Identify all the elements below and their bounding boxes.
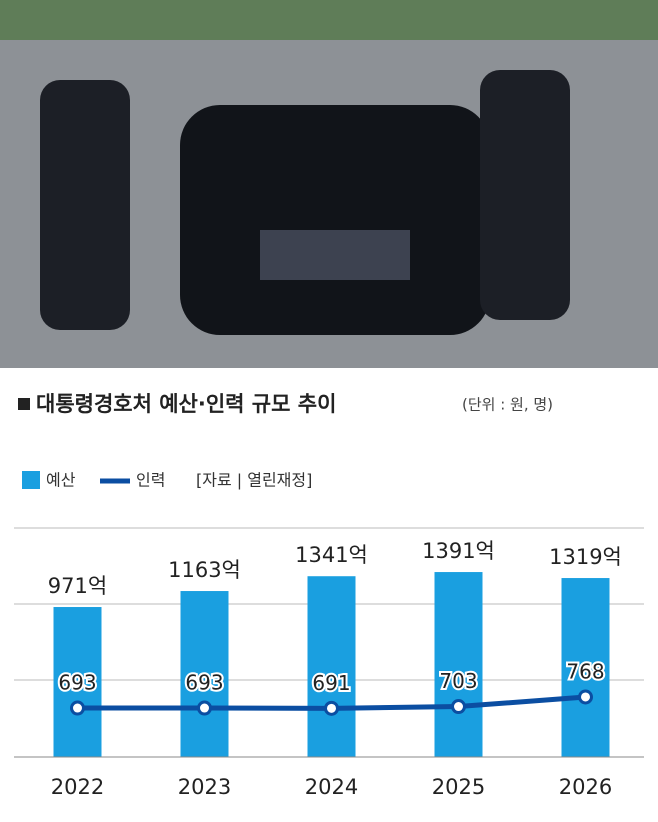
legend-swatch <box>22 471 40 489</box>
value-label: 703 <box>439 669 477 693</box>
value-label: 693 <box>185 671 223 695</box>
title-bullet <box>18 398 30 410</box>
line-marker <box>197 700 212 716</box>
source: [자료 | 열린재정] <box>196 471 312 490</box>
value-label: 693 <box>58 671 96 695</box>
bar <box>434 572 483 757</box>
x-tick-label: 2025 <box>432 775 485 799</box>
chart-subtitle: (단위 : 원, 명) <box>462 396 553 414</box>
line-marker <box>451 699 466 715</box>
value-label: 691 <box>312 671 350 695</box>
x-tick-label: 2024 <box>305 775 358 799</box>
photo-grille <box>260 230 410 280</box>
chart-title: 대통령경호처 예산·인력 규모 추이 <box>36 392 336 416</box>
line-marker <box>578 689 593 705</box>
legend-label: 예산 <box>46 471 76 490</box>
photo-car <box>180 105 490 335</box>
value-label: 1391억 <box>422 539 495 563</box>
photo-guard <box>480 70 570 320</box>
x-tick-label: 2026 <box>559 775 612 799</box>
x-tick-label: 2023 <box>178 775 231 799</box>
value-label: 1319억 <box>549 545 622 569</box>
value-label: 1341억 <box>295 543 368 567</box>
value-label: 768 <box>566 659 604 683</box>
value-label: 971억 <box>48 574 107 598</box>
value-label: 1163억 <box>168 558 241 582</box>
line-marker <box>324 700 339 716</box>
photo-guard <box>40 80 130 330</box>
bar <box>180 591 229 757</box>
x-tick-label: 2022 <box>51 775 104 799</box>
legend-label: 인력 <box>136 471 165 490</box>
bar <box>53 607 102 757</box>
photo-trees <box>0 0 658 40</box>
bar <box>307 576 356 757</box>
line-marker <box>70 700 85 716</box>
bar <box>561 578 610 757</box>
